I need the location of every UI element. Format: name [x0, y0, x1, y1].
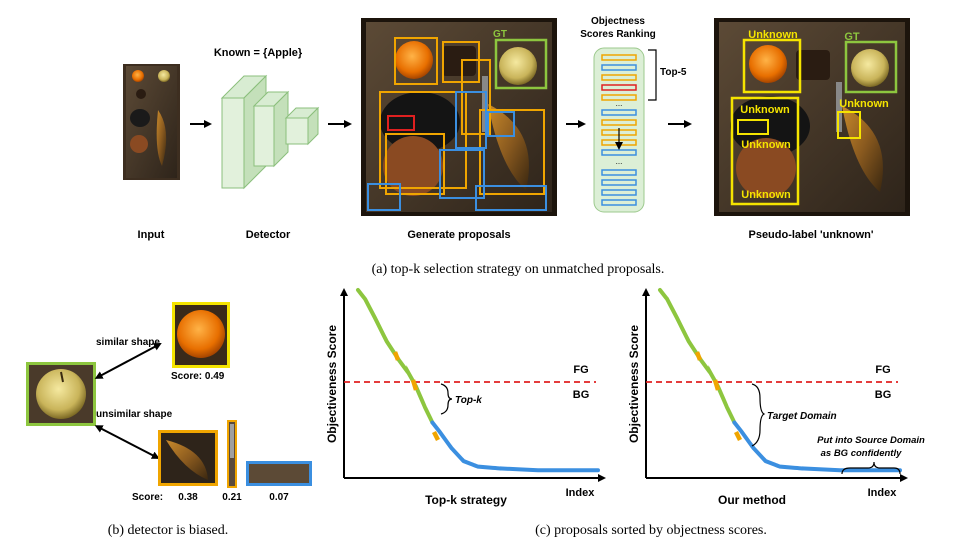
- source-brace: [841, 461, 901, 475]
- right-bg-label: BG: [875, 389, 892, 401]
- score-table: 0.07: [269, 492, 289, 503]
- ranking-column: ... ...: [593, 47, 657, 213]
- pseudo-label-image: [714, 18, 910, 216]
- right-marker-2: [712, 379, 721, 391]
- input-label: Input: [138, 229, 165, 241]
- left-subtitle: Top-k strategy: [425, 493, 507, 507]
- panel-a: Input Detector Known = {Apple}: [123, 16, 910, 277]
- right-curve-green: [658, 288, 737, 425]
- right-marker-3: [733, 430, 743, 442]
- arrow-unsimilar: [94, 425, 160, 459]
- right-xlabel: Index: [868, 487, 898, 499]
- apple-image: [26, 362, 96, 426]
- right-marker-1: [694, 351, 703, 361]
- right-brace: [751, 383, 766, 447]
- panel-c: Objectiveness Score Index FG BG Top-k To…: [325, 288, 925, 538]
- panel-c-caption: (c) proposals sorted by objectness score…: [535, 523, 767, 538]
- unsimilar-shape-label: unsimilar shape: [96, 409, 173, 420]
- topk-label: Top-5: [660, 67, 687, 78]
- gt-label-pseudo: GT: [844, 31, 860, 43]
- source-annotation-2: as BG confidently: [821, 448, 902, 459]
- left-fg-label: FG: [573, 364, 588, 376]
- svg-text:...: ...: [616, 157, 623, 166]
- right-annotation-target: Target Domain: [767, 411, 837, 422]
- left-curve-blue: [430, 420, 600, 473]
- panel-a-caption: (a) top-k selection strategy on unmatche…: [372, 262, 665, 277]
- panel-b-caption: (b) detector is biased.: [108, 523, 229, 538]
- right-ylabel: Objectiveness Score: [627, 325, 641, 443]
- panel-b: Score: 0.49 similar shape unsimilar shap…: [26, 302, 312, 538]
- proposals-label: Generate proposals: [407, 229, 510, 241]
- left-ylabel: Objectiveness Score: [325, 325, 339, 443]
- right-curve-blue: [732, 420, 902, 473]
- ranking-title-2: Scores Ranking: [580, 29, 656, 40]
- unknown-label-plate: Unknown: [740, 104, 790, 116]
- unknown-label-knife: Unknown: [839, 98, 889, 110]
- ranking-title-1: Objectness: [591, 16, 645, 27]
- score-banana: 0.38: [178, 492, 198, 503]
- svg-text:...: ...: [616, 99, 623, 108]
- right-subtitle: Our method: [718, 493, 786, 507]
- orange-image: [172, 302, 230, 368]
- left-xlabel: Index: [566, 487, 596, 499]
- proposals-image: [361, 18, 557, 216]
- left-brace: [440, 383, 453, 415]
- left-marker-2: [410, 379, 419, 391]
- chart-left: [340, 288, 606, 482]
- left-marker-1: [392, 351, 401, 361]
- right-fg-label: FG: [875, 364, 890, 376]
- known-classes-label: Known = {Apple}: [214, 47, 303, 59]
- left-annotation-topk: Top-k: [455, 395, 482, 406]
- score-orange: Score: 0.49: [171, 371, 225, 382]
- unknown-label-orange: Unknown: [748, 29, 798, 41]
- score-knife: 0.21: [222, 492, 242, 503]
- arrow-similar: [94, 343, 162, 379]
- unknown-label-noodles: Unknown: [741, 139, 791, 151]
- chart-right: [642, 288, 908, 482]
- left-marker-3: [431, 430, 441, 442]
- score-prefix: Score:: [132, 492, 163, 503]
- knife-image: [227, 420, 237, 488]
- gt-label: GT: [493, 29, 507, 40]
- source-annotation-1: Put into Source Domain: [817, 435, 925, 446]
- input-image: [123, 64, 180, 180]
- detector-icon: [220, 74, 320, 190]
- left-bg-label: BG: [573, 389, 590, 401]
- banana-image: [158, 430, 218, 486]
- similar-shape-label: similar shape: [96, 337, 160, 348]
- unknown-label-bowl: Unknown: [741, 189, 791, 201]
- left-curve-green: [356, 288, 435, 425]
- pseudo-label-caption: Pseudo-label 'unknown': [748, 229, 873, 241]
- detector-label: Detector: [246, 229, 291, 241]
- table-patch-image: [246, 461, 312, 486]
